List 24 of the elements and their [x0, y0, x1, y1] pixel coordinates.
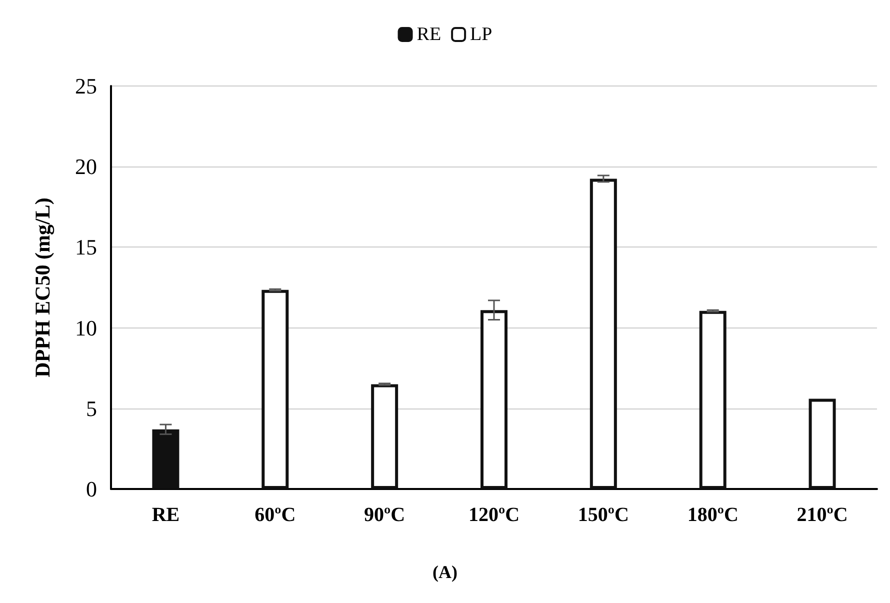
- bar: [590, 178, 617, 489]
- y-tick-label: 20: [75, 154, 97, 180]
- bar: [699, 310, 726, 489]
- x-tick-label: 150ºC: [578, 504, 629, 526]
- y-tick-label: 25: [75, 74, 97, 98]
- y-tick-label: 5: [86, 396, 97, 421]
- y-tick-label: 15: [75, 234, 97, 260]
- bar: [371, 384, 398, 489]
- y-tick-label: 0: [86, 476, 97, 502]
- bar: [480, 310, 508, 489]
- legend-label: RE: [416, 24, 442, 45]
- x-tick-label: 90ºC: [364, 504, 406, 526]
- x-tick-label: 60ºC: [254, 504, 296, 526]
- x-tick-label: 180ºC: [687, 504, 738, 526]
- text: (A): [432, 562, 458, 582]
- y-tick-label: 10: [75, 315, 97, 340]
- x-tick-label: 120ºC: [468, 504, 520, 526]
- bar: [808, 398, 836, 489]
- x-tick-label: RE: [152, 504, 180, 526]
- x-tick-label: 210ºC: [796, 504, 848, 526]
- y-axis-title: DPPH EC50 (mg/L): [30, 198, 54, 378]
- bar: [262, 290, 289, 489]
- bar: [152, 429, 180, 489]
- legend-label: LP: [470, 24, 492, 45]
